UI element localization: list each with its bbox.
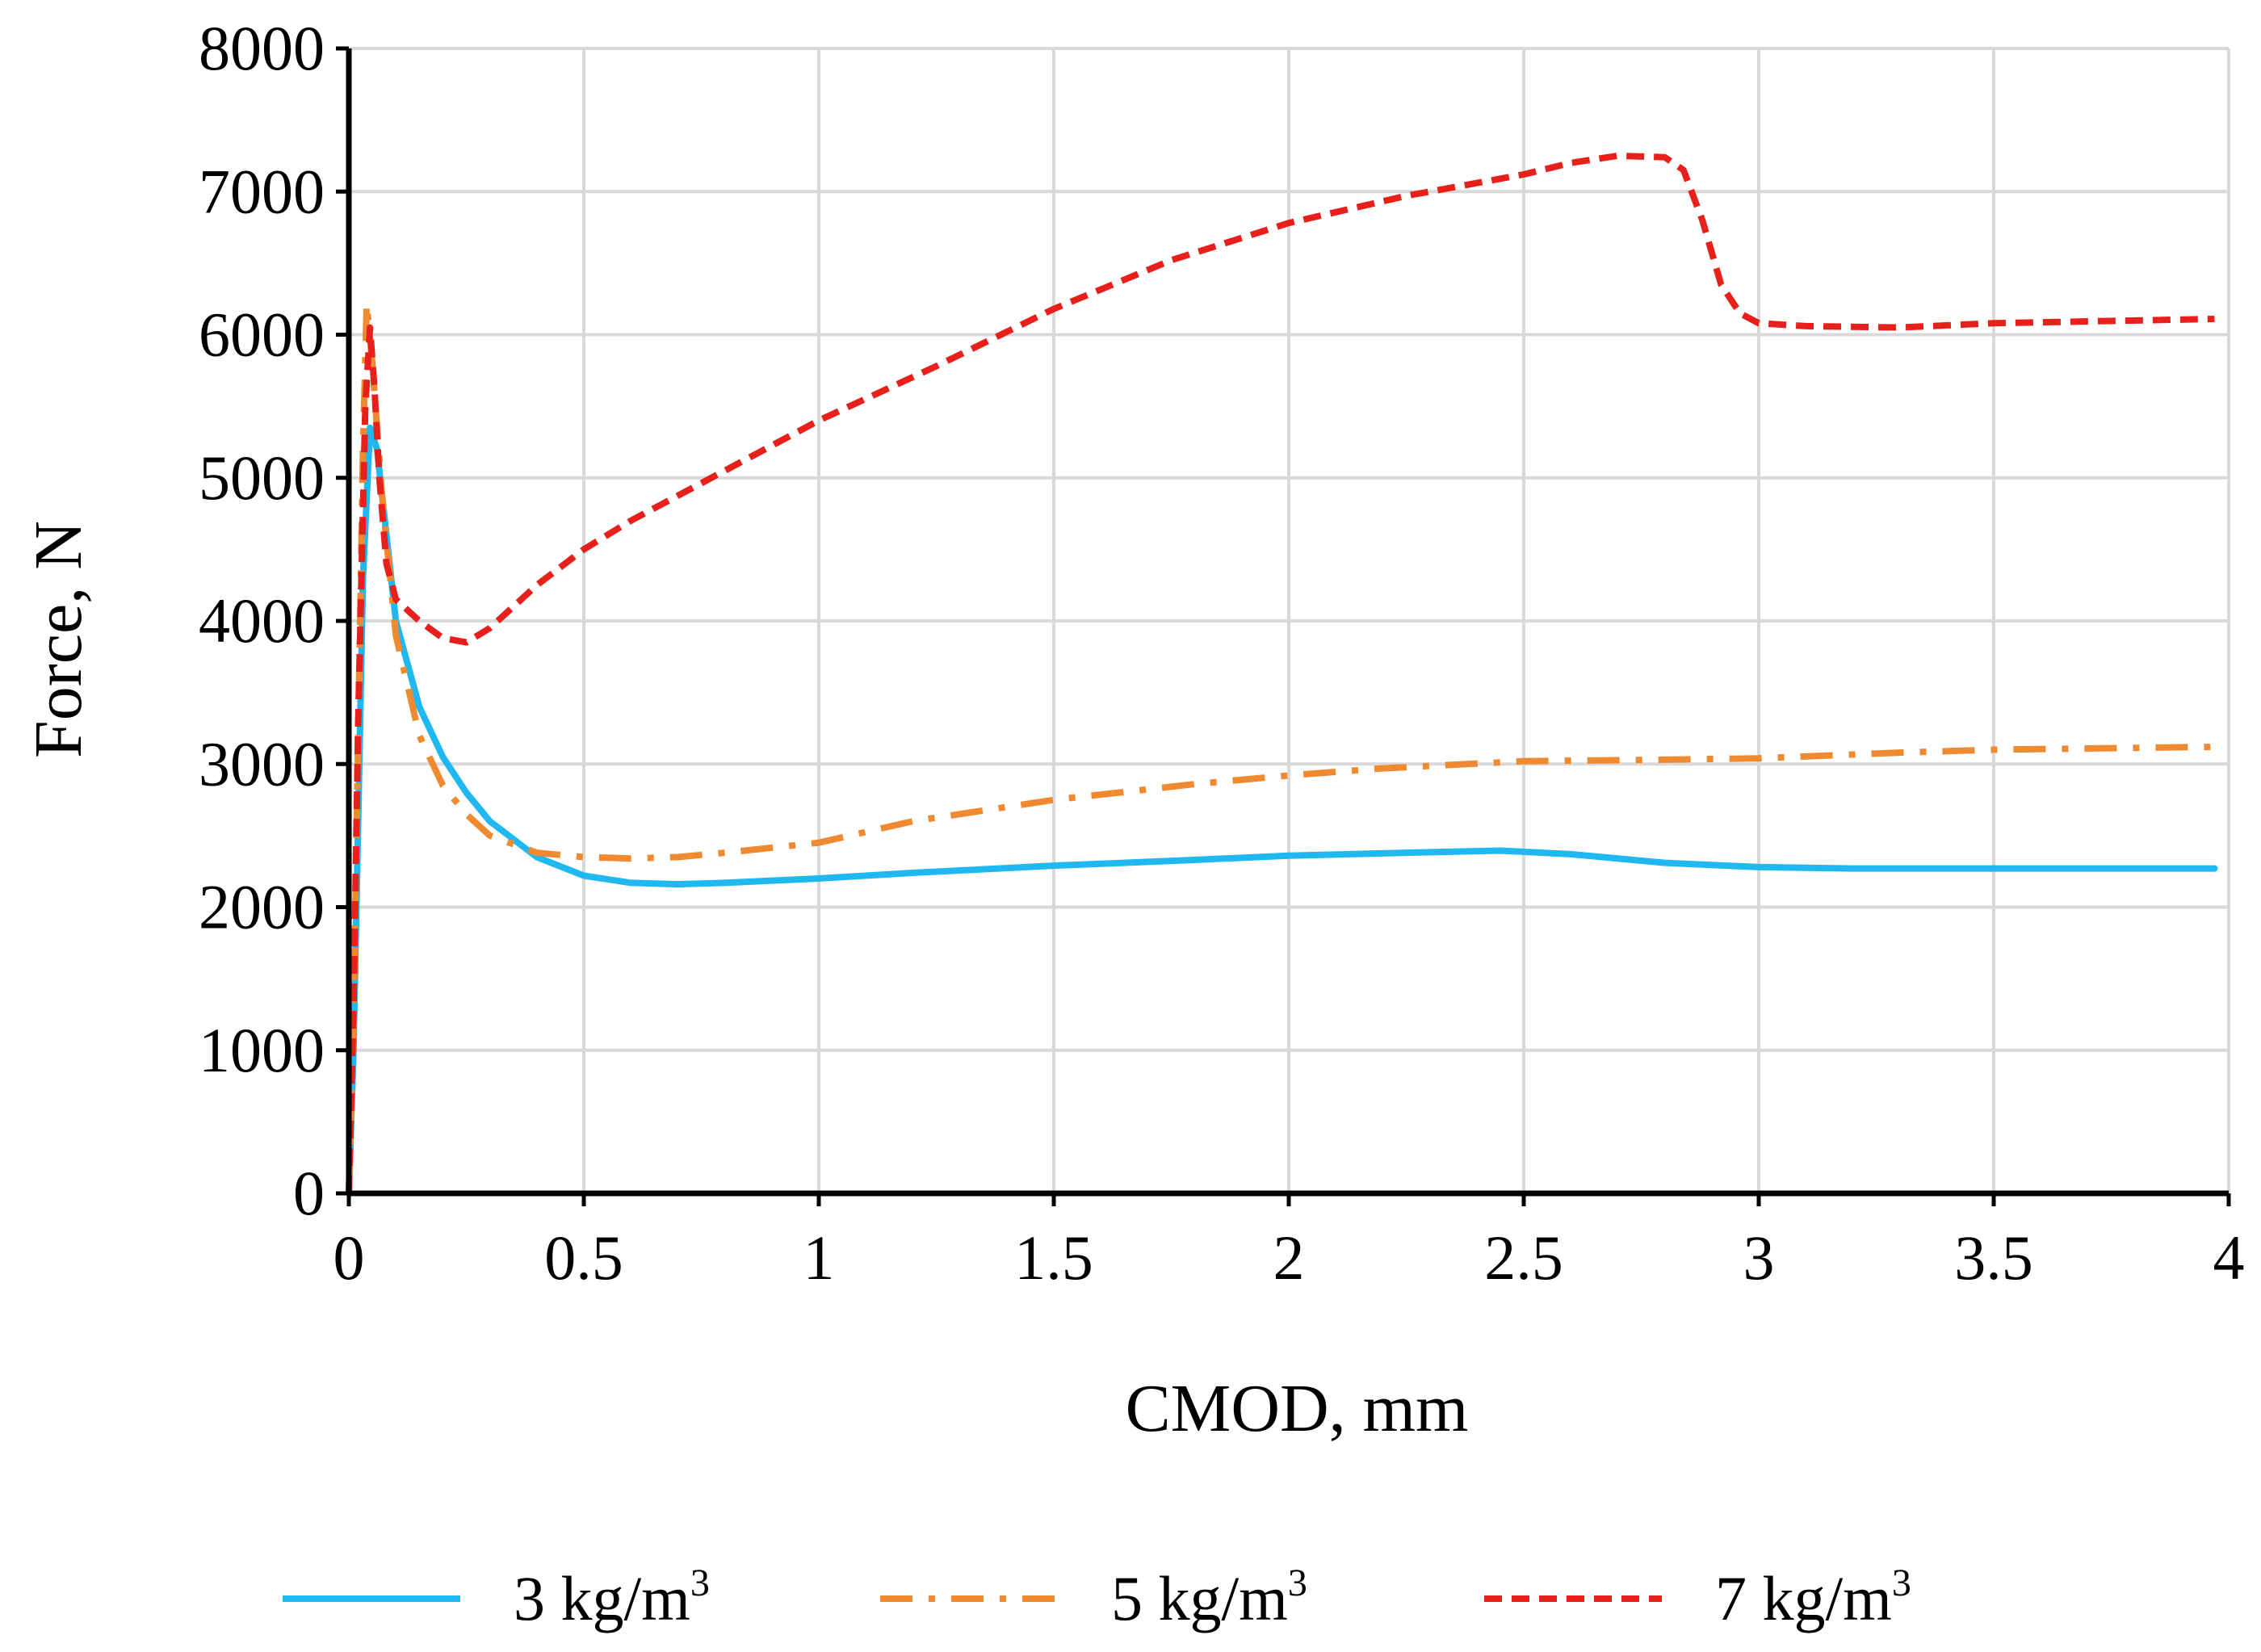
- x-tick-label: 0.5: [544, 1222, 623, 1293]
- y-tick-label: 4000: [199, 585, 325, 656]
- legend-label-text: 7 kg/m: [1715, 1563, 1892, 1633]
- y-tick-label: 5000: [199, 442, 325, 513]
- legend-label-text: 3 kg/m: [514, 1563, 690, 1633]
- x-tick-label: 1.5: [1014, 1222, 1093, 1293]
- series-layer: [346, 152, 2218, 1197]
- legend-label-2: 5 kg/m3: [1111, 1562, 1307, 1633]
- x-tick-label: 3: [1743, 1222, 1775, 1293]
- legend-label-text: 5 kg/m: [1111, 1563, 1288, 1633]
- x-tick-label: 3.5: [1954, 1222, 2033, 1293]
- x-tick-label: 2.5: [1484, 1222, 1563, 1293]
- y-tick-label: 2000: [199, 872, 325, 942]
- y-tick-label: 1000: [199, 1015, 325, 1085]
- x-tick-label: 1: [803, 1222, 835, 1293]
- y-tick-label: 3000: [199, 728, 325, 799]
- series-line-1: [346, 424, 2218, 1197]
- grid: [349, 47, 2230, 1193]
- x-tick-labels: 0 0.5 1 1.5 2 2.5 3 3.5 4: [333, 1222, 2245, 1293]
- x-tick-label: 0: [333, 1222, 365, 1293]
- legend-label-1: 3 kg/m3: [514, 1562, 710, 1633]
- axes: [336, 46, 2231, 1206]
- legend-label-exponent: 3: [1892, 1562, 1911, 1604]
- legend-label-exponent: 3: [1288, 1562, 1307, 1604]
- legend: 3 kg/m3 5 kg/m3 7 kg/m3: [283, 1562, 1911, 1633]
- series-line-3: [346, 152, 2215, 1194]
- y-tick-label: 6000: [199, 300, 325, 370]
- x-tick-label: 4: [2213, 1222, 2245, 1293]
- legend-label-exponent: 3: [690, 1562, 710, 1604]
- y-tick-label: 7000: [199, 156, 325, 226]
- x-tick-label: 2: [1273, 1222, 1305, 1293]
- y-axis-title: Force, N: [21, 521, 96, 758]
- legend-label-3: 7 kg/m3: [1715, 1562, 1911, 1633]
- series-line-2: [346, 300, 2215, 1194]
- y-tick-labels: 0 1000 2000 3000 4000 5000 6000 7000 8000: [199, 13, 325, 1228]
- y-tick-label: 0: [293, 1158, 325, 1228]
- y-tick-label: 8000: [199, 13, 325, 83]
- x-axis-title: CMOD, mm: [1126, 1371, 1469, 1446]
